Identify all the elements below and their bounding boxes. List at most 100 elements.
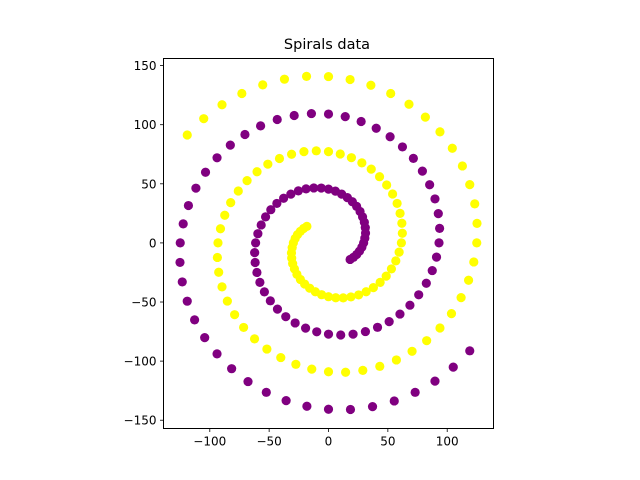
point-series-1 [446, 308, 457, 319]
point-series-0 [182, 296, 192, 306]
point-series-0 [261, 387, 271, 397]
point-series-0 [252, 267, 262, 278]
point-series-0 [395, 309, 405, 319]
point-series-1 [340, 367, 351, 377]
point-series-1 [233, 186, 243, 196]
x-tick-label: −100 [193, 435, 226, 449]
point-series-1 [396, 238, 406, 248]
point-series-0 [316, 183, 326, 193]
point-series-0 [253, 229, 263, 239]
point-series-1 [307, 364, 317, 374]
point-series-0 [384, 317, 394, 327]
point-series-1 [422, 336, 432, 346]
point-series-1 [215, 224, 226, 234]
point-series-1 [239, 322, 249, 333]
point-series-1 [375, 361, 385, 371]
point-series-0 [255, 277, 265, 287]
point-series-0 [281, 312, 291, 322]
point-series-1 [252, 167, 262, 177]
point-series-1 [391, 256, 401, 266]
point-series-0 [250, 248, 260, 258]
point-series-0 [190, 315, 200, 325]
point-series-1 [357, 158, 367, 168]
point-series-1 [375, 277, 385, 287]
point-series-1 [397, 228, 407, 238]
point-series-0 [309, 183, 319, 193]
point-series-0 [323, 329, 334, 339]
point-series-1 [323, 292, 334, 302]
point-series-1 [382, 180, 392, 190]
point-series-0 [178, 219, 188, 229]
point-series-0 [256, 121, 266, 131]
point-series-0 [360, 326, 371, 337]
point-series-0 [389, 396, 399, 406]
point-series-1 [276, 352, 286, 363]
point-series-1 [386, 88, 396, 99]
point-series-1 [249, 334, 260, 344]
point-series-0 [200, 332, 210, 343]
point-series-1 [331, 293, 341, 303]
point-series-1 [366, 164, 376, 174]
point-series-0 [279, 193, 289, 203]
point-series-0 [177, 277, 187, 287]
point-series-1 [472, 238, 482, 248]
point-series-1 [388, 189, 398, 199]
point-series-0 [265, 296, 275, 306]
point-series-1 [420, 112, 430, 122]
point-series-1 [199, 114, 209, 124]
point-series-0 [433, 208, 443, 219]
point-series-0 [300, 323, 311, 333]
point-series-0 [427, 265, 437, 276]
point-series-0 [259, 287, 269, 297]
point-series-0 [448, 362, 458, 372]
point-series-1 [311, 146, 321, 156]
point-series-1 [361, 287, 371, 297]
points-layer [175, 71, 482, 415]
point-series-0 [323, 404, 334, 414]
point-series-1 [457, 161, 467, 171]
point-series-0 [414, 290, 424, 300]
point-series-1 [230, 310, 240, 320]
y-tick-label: −50 [131, 296, 156, 310]
point-series-1 [222, 296, 232, 306]
point-series-0 [302, 401, 312, 411]
point-series-0 [435, 223, 445, 233]
point-series-1 [472, 218, 482, 229]
point-series-0 [200, 167, 211, 177]
point-series-0 [356, 116, 366, 127]
point-series-1 [213, 238, 223, 248]
point-series-0 [191, 183, 201, 193]
point-series-1 [220, 210, 230, 220]
y-tick-label: 150 [134, 59, 157, 73]
point-series-0 [340, 112, 350, 122]
point-series-1 [346, 292, 356, 302]
point-series-1 [262, 344, 272, 354]
point-series-0 [417, 166, 427, 176]
point-series-0 [293, 186, 303, 196]
point-series-1 [407, 346, 417, 356]
point-series-0 [430, 194, 440, 204]
point-series-1 [395, 208, 405, 218]
y-tick-label: 100 [134, 118, 157, 132]
x-tick-label: 0 [325, 435, 333, 449]
point-series-0 [431, 252, 442, 262]
x-tick-label: 50 [380, 435, 395, 449]
point-series-0 [336, 330, 346, 340]
point-series-1 [397, 218, 407, 228]
x-tick-label: 100 [436, 435, 459, 449]
point-series-1 [469, 257, 479, 267]
point-series-0 [434, 238, 444, 248]
point-series-1 [463, 275, 474, 285]
point-series-1 [182, 130, 192, 140]
point-series-0 [290, 318, 300, 328]
point-series-0 [272, 114, 282, 125]
point-series-1 [435, 323, 445, 333]
point-series-0 [227, 364, 237, 374]
point-series-0 [286, 189, 296, 199]
point-series-0 [345, 404, 356, 415]
point-series-1 [386, 264, 397, 274]
point-series-1 [394, 247, 404, 257]
point-series-1 [358, 365, 368, 375]
point-series-0 [251, 238, 261, 248]
x-axis: −100 −50 0 50 100 [193, 428, 459, 449]
